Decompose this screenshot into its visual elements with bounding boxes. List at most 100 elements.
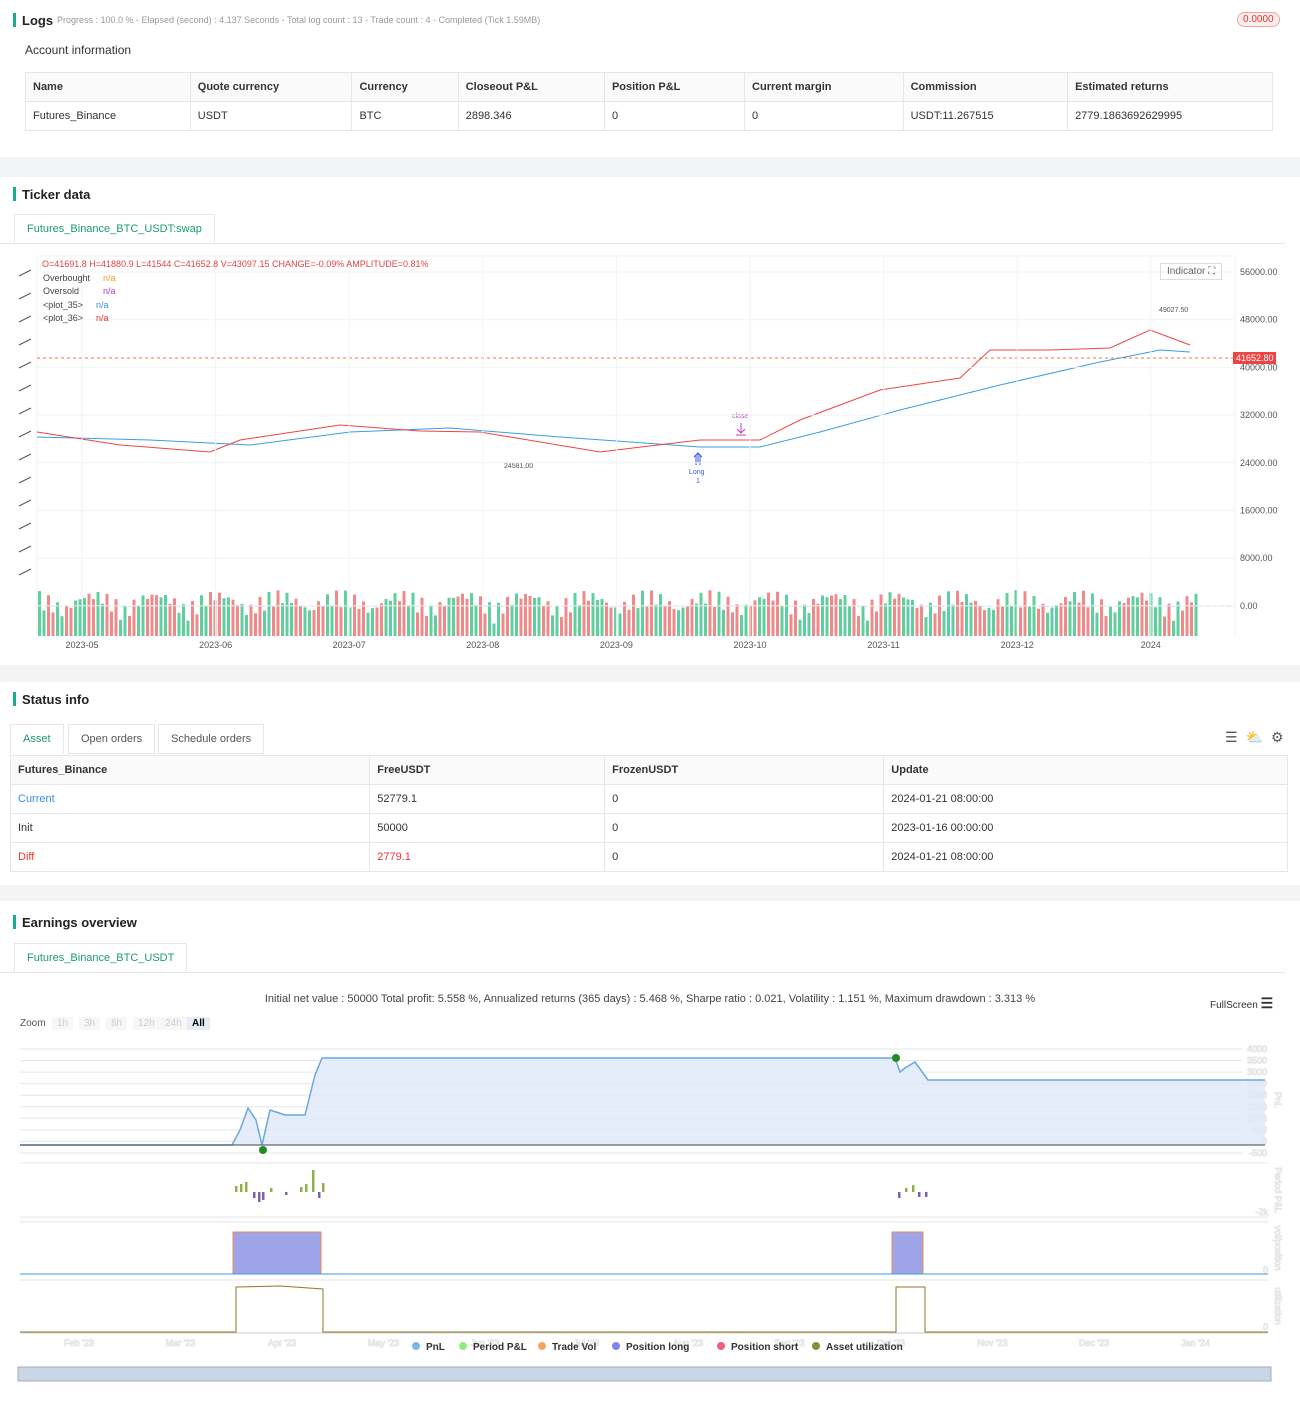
volume-bar (299, 605, 302, 636)
legend-item[interactable]: Period P&L (459, 1342, 527, 1353)
volume-bar (362, 601, 365, 636)
volume-bar (704, 603, 707, 636)
fullscreen[interactable]: FullScreen ☰ (1210, 995, 1273, 1012)
volume-bar (488, 602, 491, 636)
volume-bar (695, 603, 698, 636)
legend-item[interactable]: PnL (412, 1342, 445, 1353)
volume-bar (1172, 620, 1175, 636)
tool-icon[interactable] (18, 430, 32, 438)
zoom-button[interactable]: 1h (52, 1017, 74, 1030)
row: Diff 2779.1 0 2024-01-21 08:00:00 (9, 842, 1288, 872)
volume-bar (623, 601, 626, 636)
status-tab[interactable]: Open orders (68, 724, 156, 754)
volume-bar (789, 614, 793, 636)
volume-bar (434, 615, 437, 636)
zoom-button[interactable]: 8h (106, 1017, 128, 1030)
volume-bar (825, 597, 829, 636)
volume-bar (132, 599, 136, 636)
tool-icon[interactable] (18, 453, 32, 461)
zoom-button[interactable]: 3h (79, 1017, 101, 1030)
volume-bar (168, 603, 172, 636)
volume-bar (690, 598, 694, 636)
x-tick-label: 2023-10 (733, 640, 766, 650)
volume-bar (137, 606, 140, 636)
tool-icon[interactable] (18, 384, 32, 392)
indicator-button[interactable]: Indicator ⛶ (1160, 263, 1223, 280)
volume-bar (1185, 596, 1189, 636)
status-tab[interactable]: Asset (10, 724, 64, 754)
tool-icon[interactable] (18, 361, 32, 369)
legend-name: <plot_35> (43, 299, 84, 310)
volume-bar (344, 590, 347, 636)
volume-bar (906, 599, 910, 636)
period-bar (318, 1192, 321, 1198)
legend-item[interactable]: Asset utilization (812, 1342, 903, 1353)
x-tick-label: 2023-07 (333, 640, 366, 650)
tool-icon[interactable] (18, 568, 32, 576)
volume-bar (105, 593, 109, 636)
navigator[interactable] (17, 1366, 1272, 1382)
pnl-area (20, 1058, 1265, 1145)
position-block (232, 1231, 322, 1275)
volume-bar (645, 606, 649, 636)
volume-bar (114, 599, 118, 636)
cell: 50000 (369, 813, 606, 843)
legend-text: Trade Vol (552, 1342, 597, 1353)
volume-bar (65, 605, 68, 636)
tool-icon[interactable] (18, 292, 32, 300)
volume-bar (74, 600, 77, 636)
header-row: Name Quote currency Currency Closeout P&L Po… (25, 72, 1273, 102)
status-tab[interactable]: Schedule orders (158, 724, 265, 754)
cell: 2779.1 (369, 842, 606, 872)
volume-bar (533, 598, 536, 636)
tool-icon[interactable] (18, 499, 32, 507)
volume-bar (1181, 610, 1184, 636)
period-bar (240, 1184, 243, 1192)
cell: 2024-01-21 08:00:00 (883, 784, 1288, 814)
volume-bar (1019, 607, 1022, 636)
earnings-tab[interactable]: Futures_Binance_BTC_USDT (14, 943, 188, 973)
zoom-button[interactable]: 12h (133, 1017, 160, 1030)
header-cell: Position P&L (603, 72, 746, 102)
volume-bar (101, 603, 104, 636)
y-tick-label: -2k (1255, 1207, 1268, 1217)
x-tick-label: Mar '23 (166, 1338, 196, 1348)
volume-bar (920, 604, 923, 636)
y-tick-label: -500 (1249, 1148, 1267, 1158)
volume-bar (776, 591, 779, 636)
tool-icon[interactable] (18, 476, 32, 484)
period-bar (305, 1184, 308, 1192)
tool-icon[interactable] (18, 407, 32, 415)
volume-bar (987, 607, 991, 636)
volume-bar (218, 592, 221, 636)
volume-bar (542, 605, 545, 636)
legend-item[interactable]: Position long (612, 1342, 689, 1353)
volume-bar (258, 597, 262, 636)
header-cell: Update (883, 755, 1288, 785)
volume-bar (591, 593, 595, 636)
legend-item[interactable]: Trade Vol (538, 1342, 596, 1353)
legend-item[interactable]: Position short (717, 1342, 798, 1353)
x-tick-label: Jul '23 (574, 1338, 600, 1348)
volume-bar (348, 607, 352, 636)
zoom-button[interactable]: 24h (160, 1017, 187, 1030)
tool-icon[interactable] (18, 269, 32, 277)
volume-bar (249, 604, 253, 636)
tool-icon[interactable] (18, 545, 32, 553)
header-cell: Futures_Binance (9, 755, 371, 785)
volume-bar (420, 597, 424, 636)
status-icons[interactable]: ☰⛅⚙ (1225, 729, 1292, 745)
tool-icon[interactable] (18, 522, 32, 530)
x-tick-label: Dec '23 (1079, 1338, 1109, 1348)
volume-bar (515, 593, 518, 636)
volume-bar (983, 610, 986, 636)
y-tick-label: 0.00 (1240, 601, 1258, 611)
zoom-button[interactable]: All (187, 1017, 210, 1030)
zoom-label: Zoom (20, 1018, 46, 1029)
period-bar (235, 1186, 238, 1192)
cell: USDT:11.267515 (902, 101, 1069, 131)
tool-icon[interactable] (18, 315, 32, 323)
volume-bar (893, 598, 896, 636)
x-tick-label: Apr '23 (268, 1338, 296, 1348)
tool-icon[interactable] (18, 338, 32, 346)
